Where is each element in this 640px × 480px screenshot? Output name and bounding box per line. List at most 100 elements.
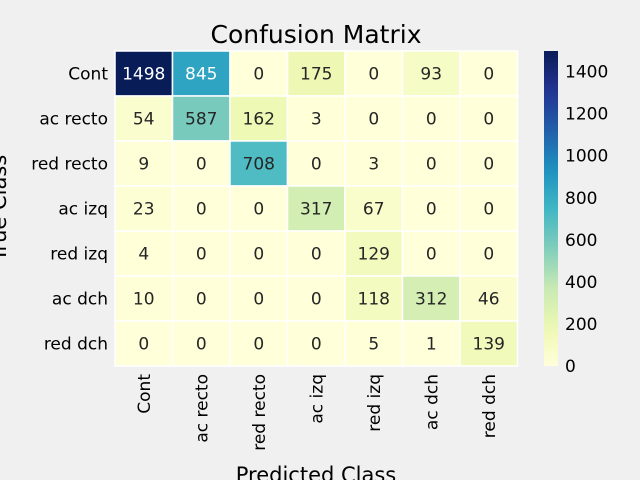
cell-value-label: 0 (196, 200, 207, 220)
x-tick-label: red dch (480, 374, 500, 438)
cell-value-label: 0 (426, 155, 437, 175)
heatmap-cell (286, 185, 346, 232)
heatmap-cell (171, 140, 231, 187)
cell-value-label: 1 (426, 335, 437, 355)
heatmap-cell (114, 140, 174, 187)
cell-value-label: 0 (483, 200, 494, 220)
cell-value-label: 0 (196, 290, 207, 310)
cell-value-label: 0 (426, 200, 437, 220)
colorbar-tick-label: 200 (565, 315, 597, 335)
y-tick-label: Cont (68, 65, 108, 85)
heatmap-cell (459, 140, 519, 187)
heatmap-cell (459, 95, 519, 142)
x-tick-labels: Cont ac recto red recto ac izq red izq ac dch… (135, 374, 500, 451)
cell-value-label: 0 (138, 335, 149, 355)
cell-value-label: 5 (368, 335, 379, 355)
cell-value-label: 3 (368, 155, 379, 175)
cell-value-label: 23 (133, 200, 155, 220)
cell-value-label: 0 (483, 155, 494, 175)
cell-value-label: 0 (253, 200, 264, 220)
cell-value-label: 0 (196, 245, 207, 265)
colorbar-tick-label: 1000 (565, 147, 608, 167)
heatmap-cell (229, 95, 289, 142)
cell-value-label: 0 (426, 110, 437, 130)
x-tick-label: red izq (365, 374, 385, 432)
heatmap-cell (229, 275, 289, 322)
colorbar-tick-label: 1400 (565, 63, 608, 83)
cell-value-label: 0 (253, 245, 264, 265)
cell-value-label: 312 (415, 290, 447, 310)
cell-value-label: 0 (368, 65, 379, 85)
cell-value-label: 139 (473, 335, 505, 355)
cell-value-label: 0 (311, 245, 322, 265)
cell-value-label: 10 (133, 290, 155, 310)
heatmap-cell (114, 320, 174, 367)
heatmap-cell (401, 320, 461, 367)
heatmap-cell (459, 185, 519, 232)
heatmap-cell (344, 95, 404, 142)
heatmap-cell (401, 275, 461, 322)
cell-value-label: 0 (368, 110, 379, 130)
cell-value-label: 0 (483, 110, 494, 130)
x-tick-label: ac recto (192, 374, 212, 443)
colorbar-ticks: 0 200 400 600 800 1000 1200 1400 (565, 63, 608, 377)
colorbar-tick-label: 400 (565, 273, 597, 293)
cell-value-label: 708 (243, 155, 275, 175)
y-tick-label: ac recto (39, 110, 108, 130)
cell-value-label: 0 (426, 245, 437, 265)
cell-value-label: 54 (133, 110, 155, 130)
cell-value-label: 0 (253, 290, 264, 310)
cell-value-label: 0 (196, 155, 207, 175)
cell-value-label: 0 (253, 65, 264, 85)
heatmap-cell (171, 50, 231, 97)
cell-value-label: 3 (311, 110, 322, 130)
heatmap-cell (229, 140, 289, 187)
y-tick-label: ac izq (58, 200, 108, 220)
y-axis-label: True Class (0, 155, 11, 263)
heatmap-cell (114, 50, 174, 97)
x-tick-label: red recto (250, 374, 270, 451)
heatmap-cell (344, 185, 404, 232)
x-tick-label: ac dch (422, 374, 442, 430)
heatmap-cell (171, 320, 231, 367)
cell-value-label: 0 (483, 245, 494, 265)
colorbar-tick-label: 800 (565, 189, 597, 209)
heatmap-cell (171, 95, 231, 142)
cell-value-label: 46 (478, 290, 500, 310)
heatmap-cell (459, 320, 519, 367)
cell-value-label: 0 (196, 335, 207, 355)
y-tick-label: red dch (44, 335, 108, 355)
cell-value-label: 93 (420, 65, 442, 85)
cell-value-label: 118 (358, 290, 390, 310)
colorbar (544, 51, 558, 366)
cell-value-label: 317 (300, 200, 332, 220)
cell-value-label: 4 (138, 245, 149, 265)
cell-value-label: 587 (185, 110, 217, 130)
heatmap-cell (114, 95, 174, 142)
x-tick-label: ac izq (307, 374, 327, 424)
y-tick-label: ac dch (52, 290, 108, 310)
cell-value-label: 0 (311, 290, 322, 310)
heatmap-cell (401, 95, 461, 142)
heatmap-cell (286, 320, 346, 367)
y-tick-labels: Cont ac recto red recto ac izq red izq ac dch… (31, 65, 108, 355)
heatmap-cell (344, 140, 404, 187)
heatmap-cell (229, 185, 289, 232)
heatmap-cells: 1498 845 0 175 0 93 054 587 162 3 0 0 09 0 708 0 3 0 023 0 0… (114, 50, 519, 367)
cell-value-label: 67 (363, 200, 385, 220)
heatmap-cell (286, 275, 346, 322)
heatmap-cell (286, 140, 346, 187)
colorbar-tick-label: 0 (565, 357, 576, 377)
cell-value-label: 0 (483, 65, 494, 85)
cell-value-label: 0 (253, 335, 264, 355)
cell-value-label: 0 (311, 155, 322, 175)
y-tick-label: red izq (50, 245, 108, 265)
y-tick-label: red recto (31, 155, 108, 175)
chart-title: Confusion Matrix (210, 20, 421, 49)
heatmap-cell (171, 185, 231, 232)
heatmap-cell (229, 50, 289, 97)
colorbar-tick-label: 600 (565, 231, 597, 251)
cell-value-label: 175 (300, 65, 332, 85)
colorbar-tick-label: 1200 (565, 105, 608, 125)
